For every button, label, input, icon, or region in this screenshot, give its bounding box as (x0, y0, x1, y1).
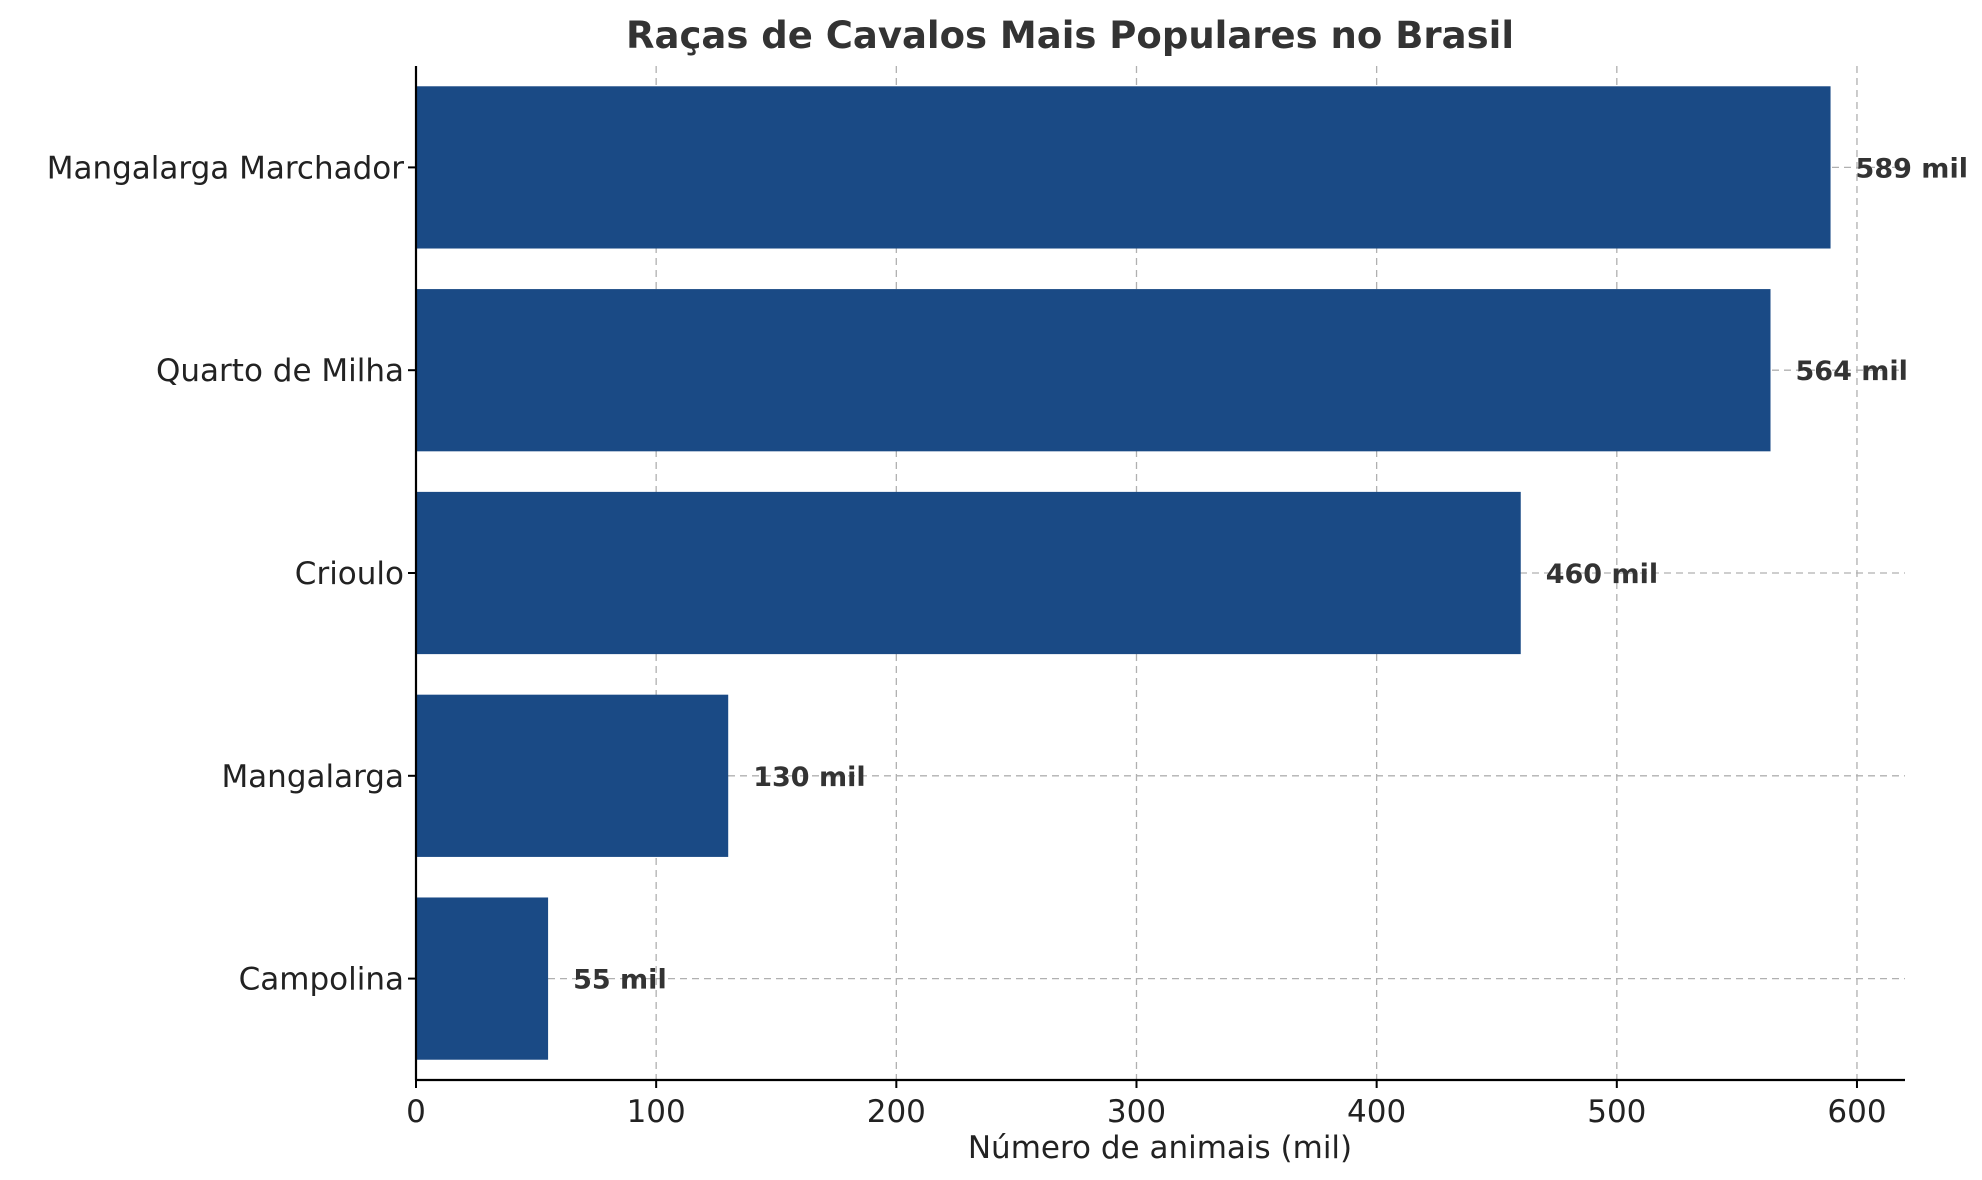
x-tick-label-2: 100 (627, 1094, 686, 1130)
y-tick-label-1: Mangalarga Marchador (47, 150, 405, 186)
chart-title: Raças de Cavalos Mais Populares no Brasi… (626, 14, 1514, 57)
y-tick-label-4: Mangalarga (221, 759, 404, 795)
x-tick-label-5: 400 (1347, 1094, 1406, 1130)
x-tick-label-1: 0 (406, 1094, 426, 1130)
data-label-3: 460 mil (1546, 559, 1658, 590)
y-tick-label-2: Quarto de Milha (156, 353, 404, 389)
bar-2 (416, 289, 1771, 452)
bar-5 (416, 897, 549, 1060)
data-labels: 589 mil 564 mil 460 mil 130 mil 55 mil (573, 153, 1968, 995)
data-label-1: 589 mil (1856, 153, 1968, 184)
bar-1 (416, 86, 1831, 249)
bars (416, 86, 1831, 1060)
x-tick-label-7: 600 (1827, 1094, 1886, 1130)
x-tick-label-3: 200 (867, 1094, 926, 1130)
x-axis-label: Número de animais (mil) (968, 1130, 1352, 1166)
data-label-5: 55 mil (573, 965, 667, 996)
data-label-2: 564 mil (1796, 356, 1908, 387)
y-tick-label-5: Campolina (239, 962, 404, 998)
bar-3 (416, 491, 1521, 655)
bar-4 (416, 694, 729, 857)
axes (408, 66, 1905, 1088)
x-tick-label-6: 500 (1587, 1094, 1646, 1130)
tick-labels: 0 100 200 300 400 500 600 Mangalarga Marchador Q… (47, 150, 1887, 1130)
data-label-4: 130 mil (753, 762, 865, 793)
y-tick-label-3: Crioulo (295, 556, 404, 592)
x-tick-label-4: 300 (1107, 1094, 1166, 1130)
